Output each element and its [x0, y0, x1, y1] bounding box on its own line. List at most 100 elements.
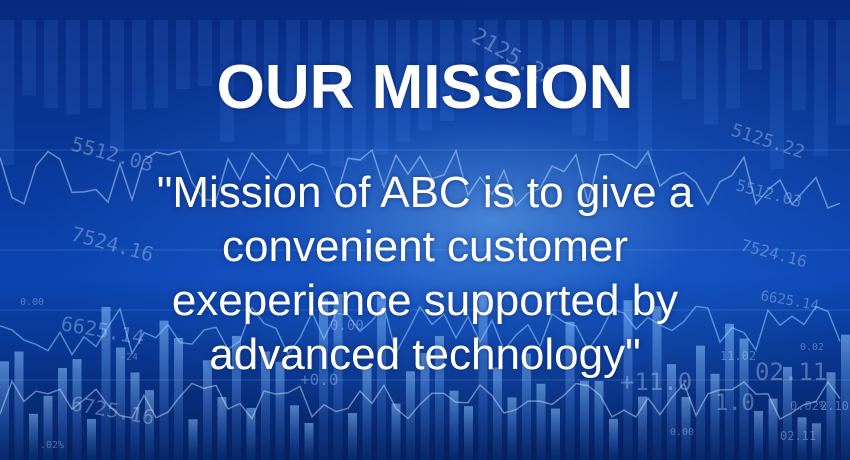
background-bar	[748, 20, 762, 70]
background-bar	[565, 321, 575, 460]
background-bar	[507, 397, 517, 460]
background-line	[0, 304, 841, 356]
background-bar	[352, 20, 366, 162]
background-bar	[464, 406, 473, 460]
background-bar	[261, 351, 270, 460]
background-line	[0, 379, 841, 421]
background-bar	[66, 20, 80, 115]
background-bar	[242, 20, 256, 75]
background-bar	[319, 298, 328, 460]
background-bar	[551, 408, 560, 460]
background-bar	[304, 422, 314, 460]
background-bar	[594, 380, 604, 460]
ticker-number: +11.0	[620, 368, 692, 396]
background-bar	[145, 390, 154, 460]
background-bar	[154, 20, 168, 109]
ticker-number: 11.02	[720, 349, 756, 363]
background-bar	[522, 353, 531, 460]
ticker-number: 02.11	[780, 429, 816, 443]
background-bar	[580, 380, 589, 460]
background-bar	[406, 371, 415, 460]
background-bar	[435, 335, 444, 460]
background-bar	[264, 20, 278, 90]
ticker-number: 0.00	[20, 297, 44, 308]
background-bar	[391, 403, 401, 460]
background-bar	[841, 334, 850, 460]
background-bar	[290, 405, 299, 460]
background-bar	[29, 413, 38, 460]
background-bar	[110, 20, 124, 153]
background-bar	[660, 20, 674, 61]
ticker-number: 0.00	[670, 427, 694, 438]
background-bar	[710, 373, 720, 460]
background-bar	[198, 20, 212, 87]
background-bar	[362, 367, 372, 460]
background-bar	[43, 395, 53, 460]
background-bar	[484, 20, 498, 96]
ticker-number: 0.00	[330, 318, 364, 334]
background-bar	[783, 366, 792, 460]
ticker-number: +0.0	[300, 370, 339, 389]
background-bar	[87, 419, 96, 460]
background-bar	[550, 20, 564, 104]
background-bar	[682, 20, 696, 100]
background-bar	[536, 383, 546, 460]
background-bar	[797, 417, 807, 460]
background-bar	[814, 20, 828, 156]
background-bar	[232, 335, 241, 460]
background-bar	[130, 372, 140, 460]
background-bars	[0, 20, 850, 460]
background-bar	[696, 345, 705, 460]
background-bar	[377, 296, 386, 460]
background-bar	[14, 351, 24, 460]
background-bar	[449, 390, 459, 460]
background-bar	[286, 20, 300, 145]
background-bar	[308, 20, 322, 155]
background-bar	[217, 397, 227, 460]
background-bar	[188, 419, 198, 460]
background-bar	[0, 20, 14, 166]
background-bar	[616, 20, 630, 90]
background-bar	[374, 20, 388, 155]
background-bar	[667, 364, 676, 460]
mission-title: OUR MISSION	[216, 53, 634, 122]
background-bar	[506, 20, 520, 100]
background-bar	[652, 306, 662, 460]
background-bar	[396, 20, 410, 143]
background-bar	[72, 359, 82, 460]
background-bar	[348, 413, 357, 460]
background-bar	[330, 20, 344, 167]
background-bar	[418, 20, 432, 131]
background-bar	[609, 418, 618, 460]
background-line	[0, 148, 841, 209]
background-bar	[176, 20, 190, 90]
background-bar	[101, 306, 111, 460]
background-bar	[836, 20, 850, 125]
background-bar	[203, 360, 212, 460]
background-bar	[0, 361, 9, 460]
background-bar	[792, 20, 806, 111]
background-bar	[725, 323, 734, 460]
background-bar	[739, 338, 749, 460]
background-bar	[220, 20, 234, 142]
background-bar	[116, 347, 125, 460]
background-bar	[246, 407, 256, 460]
background-bar	[572, 20, 586, 136]
background-bar	[754, 410, 763, 460]
background-bar	[440, 20, 454, 121]
ticker-number: 1.0	[715, 391, 755, 416]
mission-statement: "Mission of ABC is to give a convenient …	[156, 168, 694, 379]
background-bar	[594, 20, 608, 142]
background-bar	[812, 423, 821, 460]
background-lines	[0, 148, 850, 421]
background-bar	[275, 361, 285, 460]
background-bar	[58, 367, 67, 460]
ticker-number: 7524.16	[739, 236, 809, 272]
background-bar	[132, 20, 146, 110]
background-bar	[770, 20, 784, 169]
background-bar	[22, 20, 36, 96]
background-bar	[623, 300, 633, 460]
background-bar	[768, 398, 778, 460]
